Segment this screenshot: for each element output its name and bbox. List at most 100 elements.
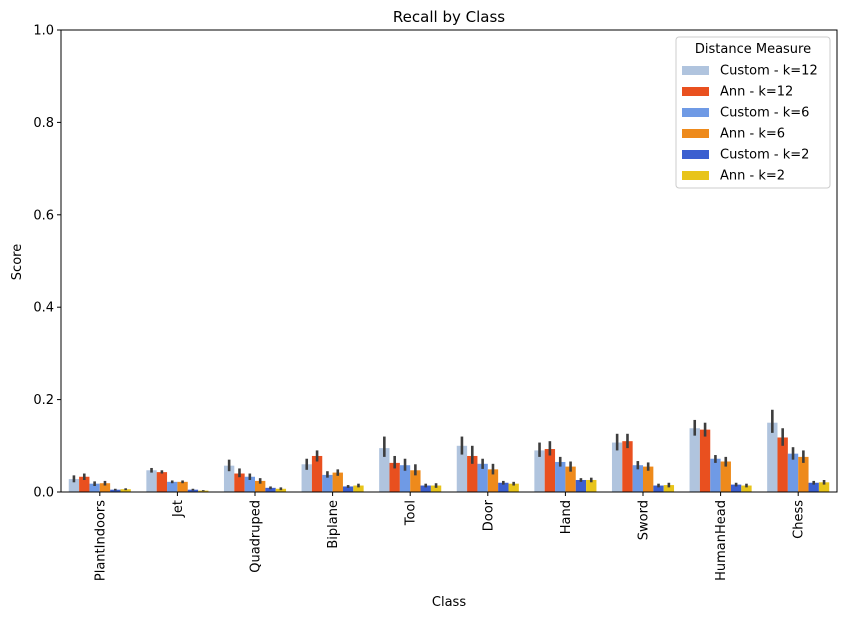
x-tick-label: Quadruped — [249, 500, 264, 573]
bar — [663, 485, 675, 492]
bar — [399, 465, 411, 492]
bar — [487, 469, 499, 492]
bar — [120, 489, 131, 492]
bar — [187, 489, 199, 492]
bar — [808, 482, 819, 492]
bar — [389, 462, 400, 492]
legend-swatch — [682, 108, 709, 117]
y-tick-label: 1.0 — [33, 24, 54, 39]
bar — [223, 465, 235, 492]
bar — [741, 485, 752, 492]
bar — [255, 480, 266, 492]
legend-swatch — [682, 87, 709, 96]
bar — [265, 487, 276, 492]
bar — [420, 485, 431, 492]
bar — [244, 476, 255, 492]
y-axis: 0.0 0.2 0.4 0.6 0.8 1.0 — [33, 24, 61, 501]
bar — [653, 485, 664, 492]
y-tick-label: 0.4 — [33, 301, 54, 316]
bar — [430, 485, 442, 492]
bar — [798, 456, 809, 492]
bar — [167, 481, 178, 492]
x-tick-label: HumanHead — [714, 500, 729, 581]
y-axis-label: Score — [10, 244, 25, 280]
bar — [234, 473, 245, 492]
legend-label: Custom - k=6 — [720, 106, 809, 121]
x-axis-label: Class — [432, 595, 466, 610]
bar — [575, 479, 587, 492]
x-tick-label: Biplane — [326, 500, 341, 549]
bar — [177, 481, 188, 492]
bar — [730, 484, 742, 492]
bar — [146, 470, 157, 492]
bar — [68, 479, 80, 492]
plot-frame — [60, 29, 838, 493]
bar — [353, 485, 364, 492]
bar — [99, 483, 111, 492]
legend-label: Custom - k=2 — [720, 148, 809, 163]
bar — [777, 437, 788, 492]
bar — [379, 448, 390, 492]
bar — [611, 442, 623, 492]
legend-swatch — [682, 171, 709, 180]
legend: Distance Measure Custom - k=12 Ann - k=12 C… — [675, 36, 831, 189]
legend-box — [675, 36, 831, 189]
bar — [767, 422, 778, 492]
bar — [110, 489, 121, 492]
bar — [301, 464, 312, 492]
bars-group — [68, 422, 830, 492]
bar — [508, 483, 519, 492]
bar — [410, 470, 421, 492]
legend-label: Ann - k=6 — [720, 127, 785, 142]
bar — [275, 488, 287, 492]
bar — [622, 441, 633, 492]
bar — [689, 428, 700, 492]
bar — [198, 490, 209, 492]
bar — [79, 476, 90, 492]
bar — [544, 449, 556, 492]
bar — [586, 479, 597, 492]
x-tick-label: PlantIndoors — [93, 500, 108, 581]
bar — [699, 429, 711, 492]
bar — [555, 461, 566, 492]
bar — [456, 445, 468, 492]
bar — [710, 458, 721, 492]
bar — [477, 463, 488, 492]
x-tick-label: Door — [481, 499, 496, 531]
bar — [643, 466, 654, 492]
bar — [332, 472, 343, 492]
bar — [322, 474, 333, 492]
x-tick-label: Sword — [637, 500, 652, 540]
bar — [787, 453, 799, 492]
y-tick-label: 0.0 — [33, 486, 54, 501]
legend-swatch — [682, 66, 709, 75]
legend-swatch — [682, 150, 709, 159]
x-tick-label: Hand — [559, 500, 574, 534]
legend-swatch — [682, 129, 709, 138]
x-axis: PlantIndoors Jet Quadruped Biplane Tool Door H… — [93, 492, 807, 581]
bar — [156, 472, 168, 492]
bar — [720, 461, 731, 492]
bar — [89, 483, 100, 492]
bar — [311, 455, 323, 492]
legend-label: Custom - k=12 — [720, 64, 818, 79]
y-tick-label: 0.8 — [33, 116, 54, 131]
x-tick-label: Chess — [792, 500, 807, 539]
bar — [498, 482, 509, 492]
bar — [342, 486, 354, 492]
chart-title: Recall by Class — [393, 8, 505, 26]
legend-title: Distance Measure — [695, 42, 811, 57]
bar — [818, 482, 830, 492]
bar — [565, 466, 576, 492]
bar — [467, 455, 478, 492]
legend-label: Ann - k=12 — [720, 85, 793, 100]
x-tick-label: Tool — [404, 500, 419, 526]
x-tick-label: Jet — [171, 500, 186, 518]
error-bars-group — [72, 409, 826, 492]
bar — [632, 465, 643, 492]
y-tick-label: 0.6 — [33, 208, 54, 223]
y-tick-label: 0.2 — [33, 393, 54, 408]
legend-label: Ann - k=2 — [720, 169, 785, 184]
bar — [534, 450, 545, 492]
